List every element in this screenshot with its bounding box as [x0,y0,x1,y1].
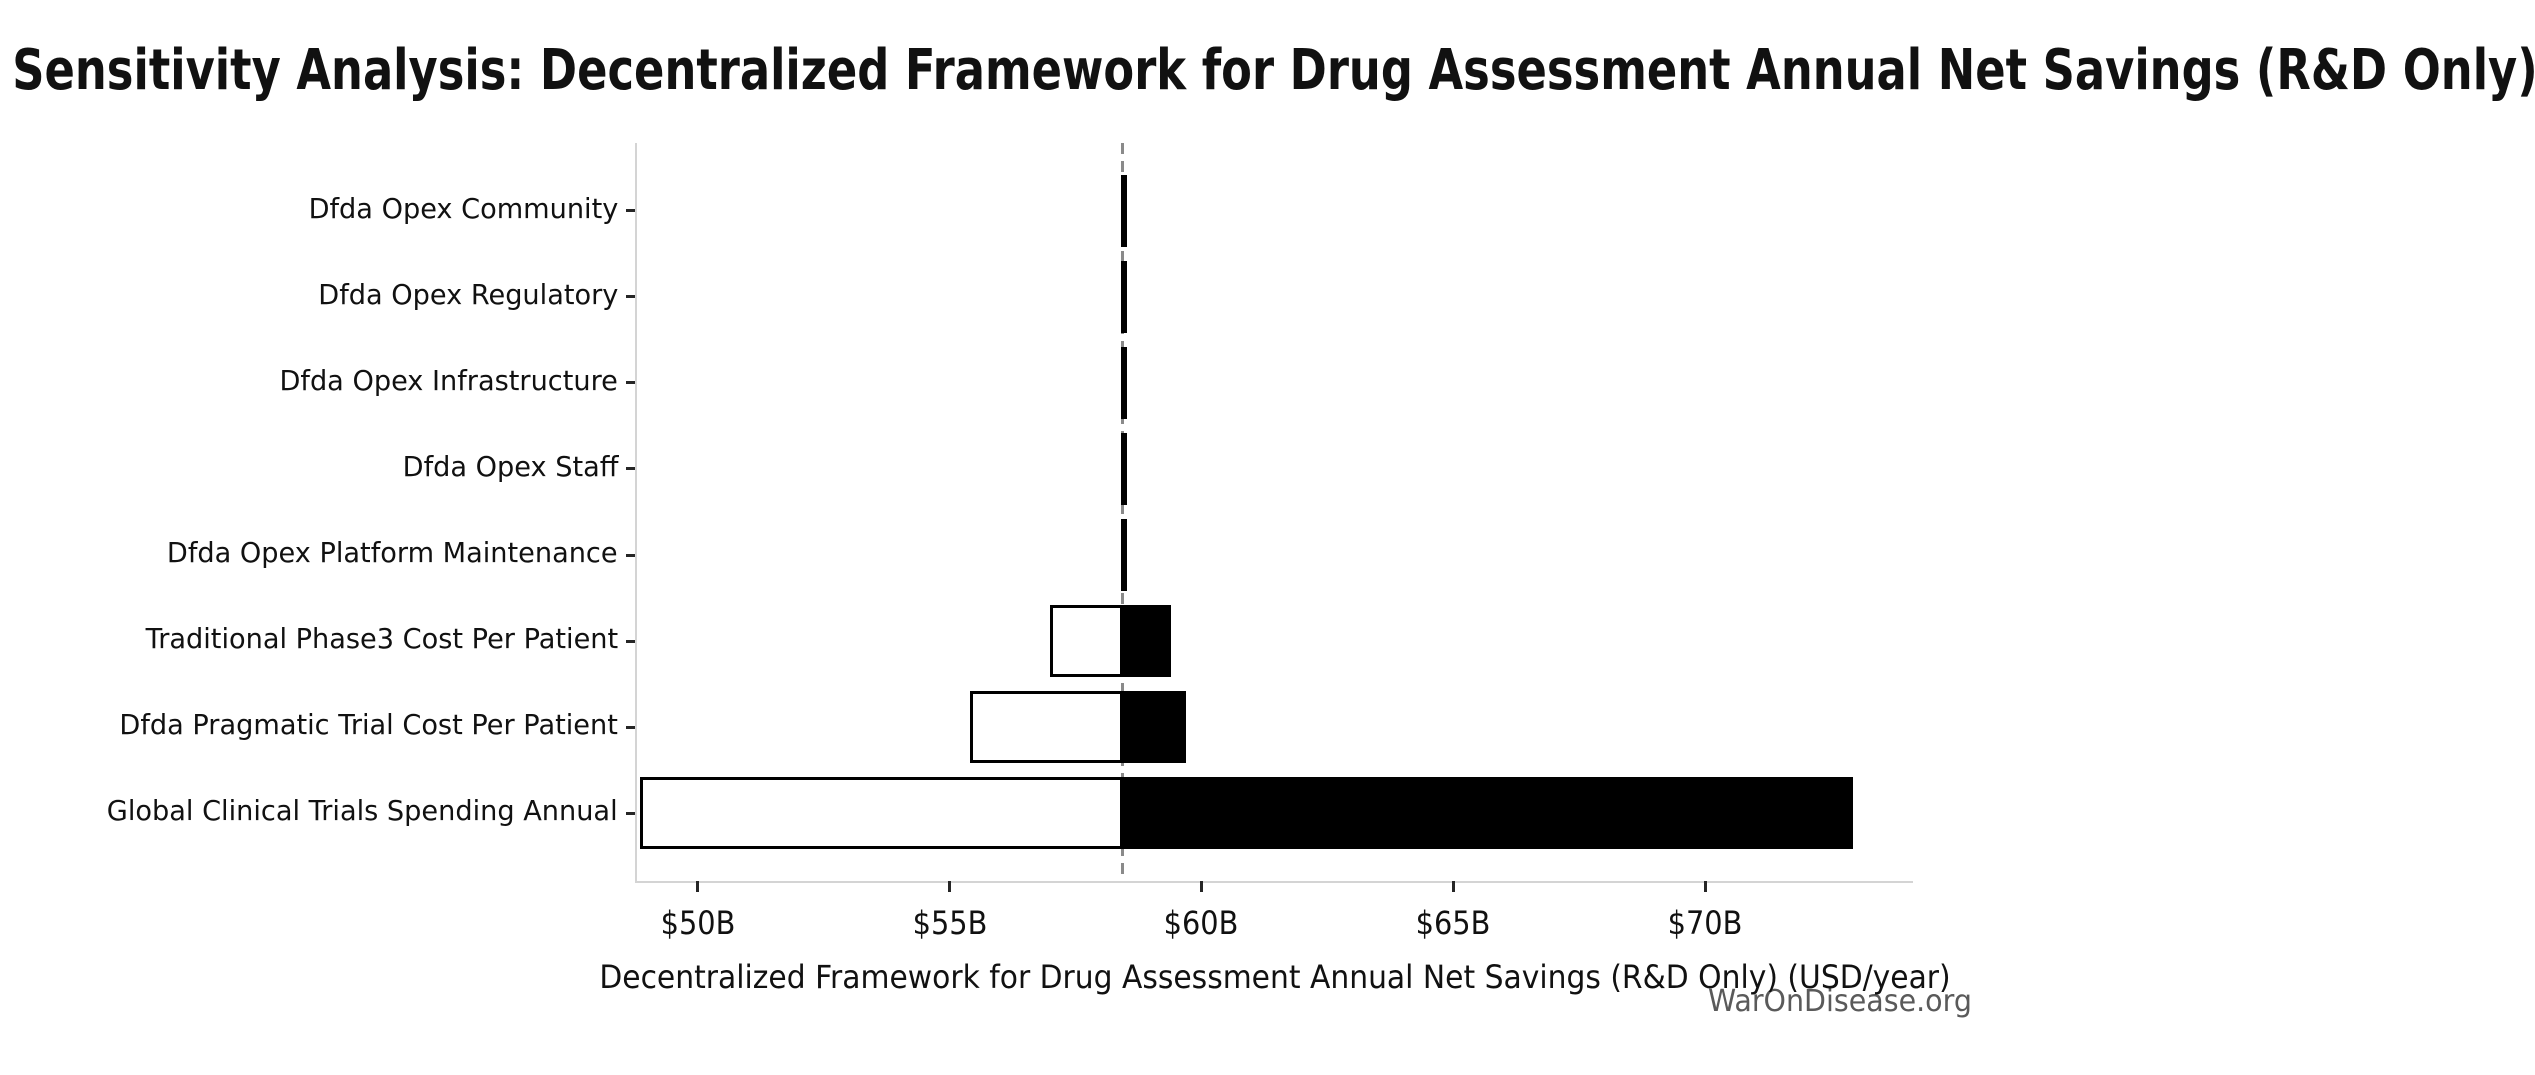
x-tick-mark [696,881,700,892]
y-tick-mark [626,639,635,643]
x-axis-label: Decentralized Framework for Drug Assessm… [599,958,1951,996]
y-tick-mark [626,467,635,471]
x-tick-label: $65B [1415,904,1491,942]
tornado-bar-high-segment [1122,432,1126,505]
y-axis-spine [635,143,637,883]
y-axis-label: Traditional Phase3 Cost Per Patient [145,622,618,656]
tornado-bar-low-segment [1050,605,1123,678]
tornado-bar-high-segment [1122,605,1172,678]
x-tick-mark [1451,881,1455,892]
watermark-text: WarOnDisease.org [1708,984,1972,1019]
y-axis-label: Dfda Opex Platform Maintenance [167,536,618,569]
y-tick-mark [626,295,635,299]
y-axis-label: Dfda Opex Regulatory [317,277,618,311]
tornado-bar-low-segment [969,691,1123,764]
tornado-bar-high-segment [1122,260,1126,333]
y-tick-mark [626,553,635,557]
x-tick-label: $60B [1164,904,1239,942]
y-axis-label: Dfda Opex Community [308,191,618,225]
x-tick-mark [1199,881,1203,892]
x-tick-label: $70B [1667,904,1743,942]
y-axis-label: Dfda Opex Infrastructure [279,363,618,397]
tornado-bar-high-segment [1122,519,1126,591]
tornado-bar-high-segment [1122,346,1126,419]
plot-area [635,143,1913,883]
tornado-bar-high-segment [1122,777,1853,850]
x-axis-spine [635,881,1913,883]
tornado-bar-low-segment [640,777,1123,850]
x-tick-label: $55B [912,904,988,942]
y-axis-label: Global Clinical Trials Spending Annual [107,794,618,828]
x-tick-mark [1703,881,1707,892]
x-tick-mark [948,881,952,892]
baseline-dashed-line [1121,143,1125,881]
x-tick-label: $50B [660,904,736,942]
y-axis-label: Dfda Opex Staff [402,449,618,483]
y-tick-mark [626,209,635,213]
y-axis-label: Dfda Pragmatic Trial Cost Per Patient [119,708,618,742]
chart-title: Sensitivity Analysis: Decentralized Fram… [12,38,2535,103]
tornado-bar-high-segment [1122,174,1126,247]
y-tick-mark [626,381,635,385]
y-tick-mark [626,811,635,815]
tornado-bar-high-segment [1122,691,1187,764]
y-tick-mark [626,725,635,729]
